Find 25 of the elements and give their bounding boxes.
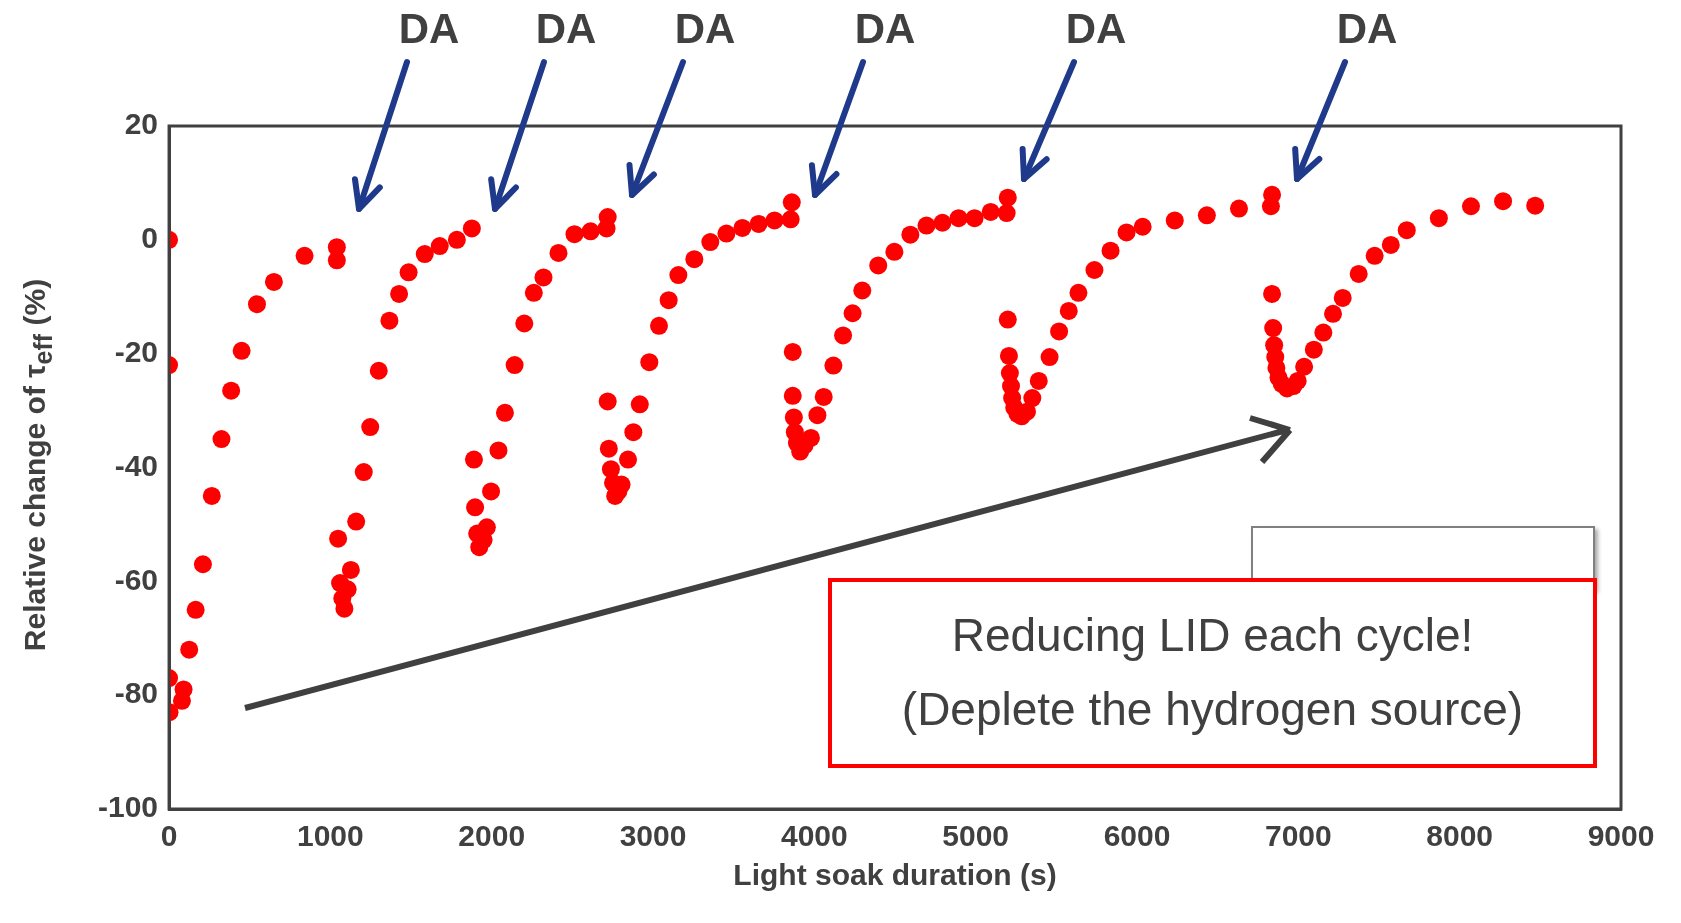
- y-tick-label: 20: [124, 107, 159, 141]
- x-tick-label: 6000: [1103, 819, 1171, 853]
- text: DA: [397, 5, 461, 53]
- x-tick-label: 8000: [1426, 819, 1494, 853]
- y-tick-label: -80: [114, 676, 159, 710]
- text: DA: [1064, 5, 1128, 53]
- x-tick-label: 1000: [297, 819, 364, 853]
- annotation: Reducing LID each cycle!: [951, 608, 1474, 664]
- x-tick-label: 9000: [1587, 819, 1655, 853]
- x-tick-label: 5000: [942, 819, 1010, 853]
- y-tick-label: 0: [141, 221, 159, 255]
- x-tick-label: 3000: [619, 819, 687, 853]
- x-tick-label: 2000: [458, 819, 526, 853]
- text: DA: [673, 5, 737, 53]
- x-tick-label: 4000: [780, 819, 848, 853]
- x-axis-title: Light soak duration (s): [733, 858, 1057, 892]
- text: DA: [1335, 5, 1399, 53]
- y-tick-label: -100: [98, 790, 159, 824]
- x-tick-label: 7000: [1264, 819, 1332, 853]
- text: DA: [534, 5, 598, 53]
- text: DA: [853, 5, 917, 53]
- y-tick-label: -60: [114, 562, 159, 596]
- annotation: (Deplete the hydrogen source): [901, 682, 1524, 737]
- y-tick-label: -20: [114, 334, 159, 368]
- y-tick-label: -40: [114, 448, 159, 482]
